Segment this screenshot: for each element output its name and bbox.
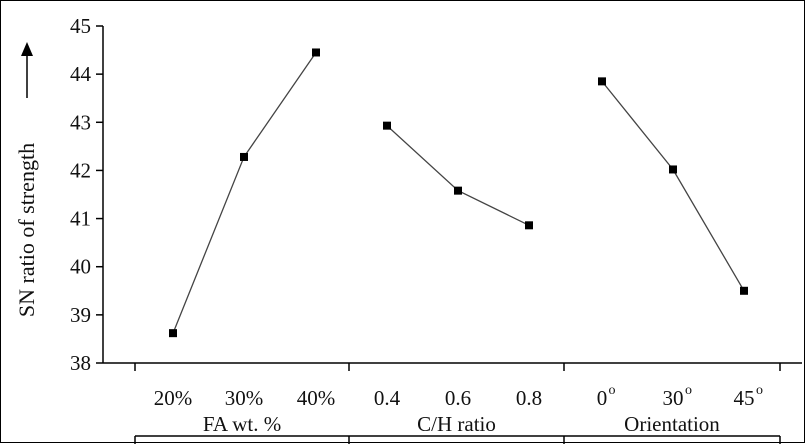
data-point (312, 48, 320, 57)
y-axis-label: SN ratio of strength (14, 143, 39, 317)
x-tick-label: 30 (663, 386, 684, 410)
y-tick-label: 43 (70, 110, 91, 134)
y-tick-label: 42 (70, 158, 91, 182)
x-tick-label: 0.8 (516, 386, 542, 410)
x-tick-label: 0 (597, 386, 608, 410)
data-point (454, 186, 462, 195)
series-line-2 (601, 80, 745, 292)
data-point (525, 221, 533, 230)
y-tick-label: 44 (70, 62, 92, 86)
series-line-1 (386, 125, 530, 226)
x-tick-label: 45 (734, 386, 755, 410)
y-tick-label: 40 (70, 255, 91, 279)
x-tick-label-superscript: o (685, 383, 692, 398)
x-tick-label: 0.6 (445, 386, 471, 410)
x-tick-label: 0.4 (374, 386, 401, 410)
y-tick-label: 45 (70, 14, 91, 38)
data-point (383, 121, 391, 130)
x-tick-label: 40% (297, 386, 336, 410)
x-tick-label: 30% (225, 386, 264, 410)
group-label: FA wt. % (203, 412, 281, 436)
y-tick-label: 41 (70, 207, 91, 231)
series-line-0 (172, 52, 317, 334)
group-label: Orientation (624, 412, 720, 436)
y-tick-label: 39 (70, 303, 91, 327)
data-point (740, 286, 748, 295)
x-tick-label-superscript: o (756, 383, 763, 398)
x-tick-label: 20% (154, 386, 193, 410)
group-label: C/H ratio (417, 412, 496, 436)
y-tick-label: 38 (70, 351, 91, 375)
data-point (240, 152, 248, 161)
data-point (169, 329, 177, 338)
data-point (598, 77, 606, 86)
x-tick-label-superscript: o (609, 383, 616, 398)
data-point (669, 165, 677, 174)
y-axis-arrow-head (21, 42, 33, 56)
